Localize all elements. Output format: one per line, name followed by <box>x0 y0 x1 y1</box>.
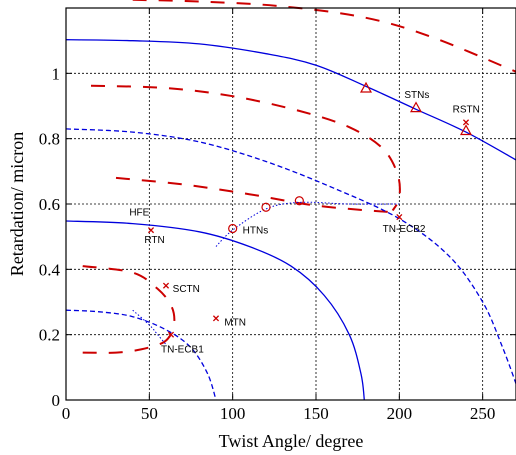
curve-layer <box>65 0 516 401</box>
cross-marker <box>162 282 170 289</box>
annotation-label: TN-ECB1 <box>161 345 204 356</box>
cross-marker <box>462 119 470 126</box>
triangle-marker <box>359 81 373 93</box>
red-dashed-curve <box>115 176 392 214</box>
cross-marker <box>212 315 220 322</box>
blue-solid-curve <box>65 39 516 161</box>
annotation-label: RSTN <box>453 105 480 116</box>
triangle-marker <box>409 101 423 113</box>
x-tick-label: 0 <box>62 404 71 423</box>
annotation-label: RTN <box>144 235 164 246</box>
y-tick-label: 0.6 <box>39 195 60 214</box>
x-tick-label: 50 <box>141 404 158 423</box>
annotation-label: STNs <box>404 90 429 101</box>
circle-marker <box>261 202 271 212</box>
circle-marker <box>228 223 238 234</box>
blue-solid-curve <box>65 220 365 401</box>
y-tick-label: 0 <box>52 391 61 410</box>
x-tick-label: 150 <box>303 404 329 423</box>
y-tick-label: 1 <box>52 64 61 83</box>
annotation-label: TN-ECB2 <box>383 224 426 235</box>
red-dashed-curve <box>132 0 516 73</box>
cross-marker <box>396 214 403 221</box>
x-tick-label: 250 <box>470 404 496 423</box>
annotation-label: HTNs <box>243 225 269 236</box>
blue-dotted-segment <box>215 201 400 247</box>
triangle-marker <box>459 124 473 136</box>
blue-dashed-curve <box>65 128 516 384</box>
red-dashed-curve <box>90 84 401 212</box>
cross-marker <box>167 331 175 338</box>
y-tick-label: 0.2 <box>39 326 60 345</box>
red-dashed-curve <box>82 265 176 336</box>
annotation-label: SCTN <box>173 284 200 295</box>
annotation-layer: STNs RSTN HFE RTN HTNs TN-ECB2 SCTN MTN TN-ECB1 <box>129 90 480 356</box>
y-tick-label: 0.8 <box>39 130 60 149</box>
annotation-label: HFE <box>129 207 149 218</box>
annotation-label: MTN <box>224 318 246 329</box>
tick-layer: 0 50 100 150 200 250 0 0.2 0.4 0.6 0.8 1 <box>39 8 516 423</box>
grid-layer <box>66 8 516 400</box>
x-axis-title: Twist Angle/ degree <box>219 431 364 451</box>
y-axis-title: Retardation/ micron <box>7 132 27 276</box>
blue-dashed-curve <box>65 309 217 401</box>
x-tick-label: 200 <box>387 404 413 423</box>
red-dashed-curve <box>82 333 172 354</box>
marker-layer <box>147 81 473 338</box>
cross-marker <box>147 227 155 234</box>
y-tick-label: 0.4 <box>39 260 61 279</box>
blue-dotted-segment <box>132 309 167 345</box>
x-tick-label: 100 <box>220 404 246 423</box>
circle-marker <box>294 196 304 206</box>
